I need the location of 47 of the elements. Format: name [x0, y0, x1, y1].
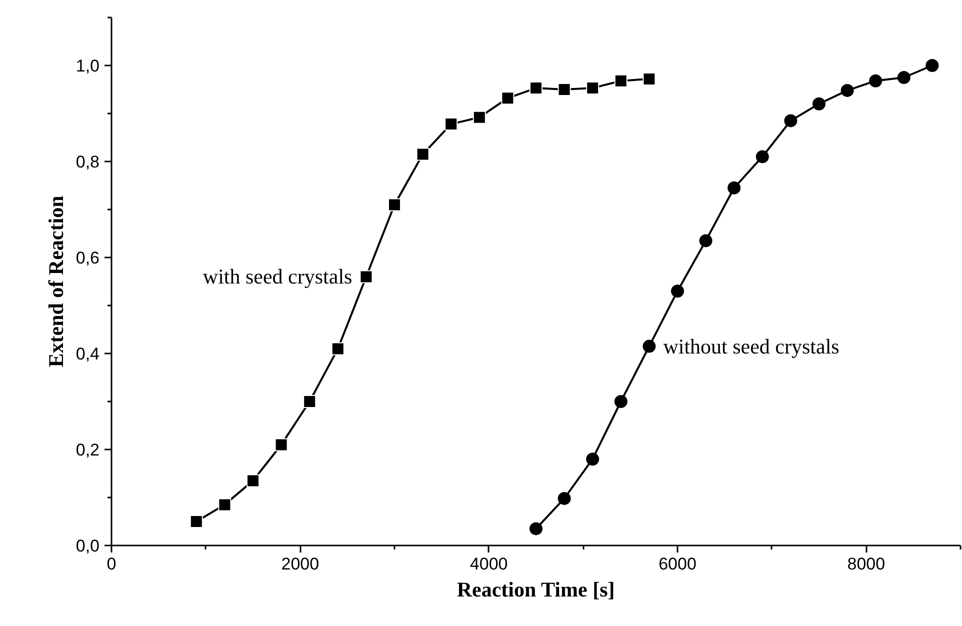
point	[784, 114, 798, 128]
point	[756, 150, 769, 164]
series-label: with seed crystals	[202, 264, 352, 289]
x-tick-label: 6000	[658, 554, 696, 574]
y-tick-label: 1,0	[76, 56, 100, 76]
point	[190, 515, 203, 528]
point	[360, 270, 373, 284]
point	[303, 395, 316, 408]
point	[444, 118, 458, 131]
point	[558, 83, 571, 96]
y-axis-title: Extend of Reaction	[44, 195, 68, 368]
point	[926, 59, 939, 72]
x-tick-label: 2000	[281, 554, 320, 574]
point	[897, 71, 910, 84]
x-axis-title: Reaction Time [s]	[456, 578, 615, 602]
point	[614, 395, 628, 408]
series-label: without seed crystals	[663, 334, 840, 358]
point	[586, 82, 600, 95]
point	[812, 97, 826, 110]
point	[671, 284, 684, 298]
point	[530, 82, 542, 95]
point	[699, 234, 712, 248]
y-tick-label: 0,4	[76, 344, 100, 364]
point	[869, 74, 882, 88]
x-tick-label: 4000	[470, 554, 508, 574]
point	[331, 342, 344, 356]
point	[246, 474, 260, 488]
y-tick-label: 0,8	[76, 152, 100, 172]
point	[501, 92, 514, 105]
point	[642, 72, 656, 86]
point	[728, 181, 741, 194]
point	[586, 452, 600, 466]
point	[642, 340, 656, 353]
point	[558, 492, 571, 505]
y-tick-label: 0,0	[76, 536, 100, 556]
x-tick-label: 8000	[847, 554, 886, 574]
point	[840, 84, 854, 97]
point	[274, 438, 288, 452]
point	[388, 198, 401, 212]
x-tick-label: 0	[106, 554, 116, 574]
y-tick-label: 0,2	[76, 440, 100, 460]
y-tick-label: 0,6	[76, 248, 100, 268]
point	[218, 498, 232, 512]
point	[416, 148, 430, 161]
point	[614, 74, 628, 88]
point	[472, 110, 486, 124]
point	[530, 522, 542, 536]
